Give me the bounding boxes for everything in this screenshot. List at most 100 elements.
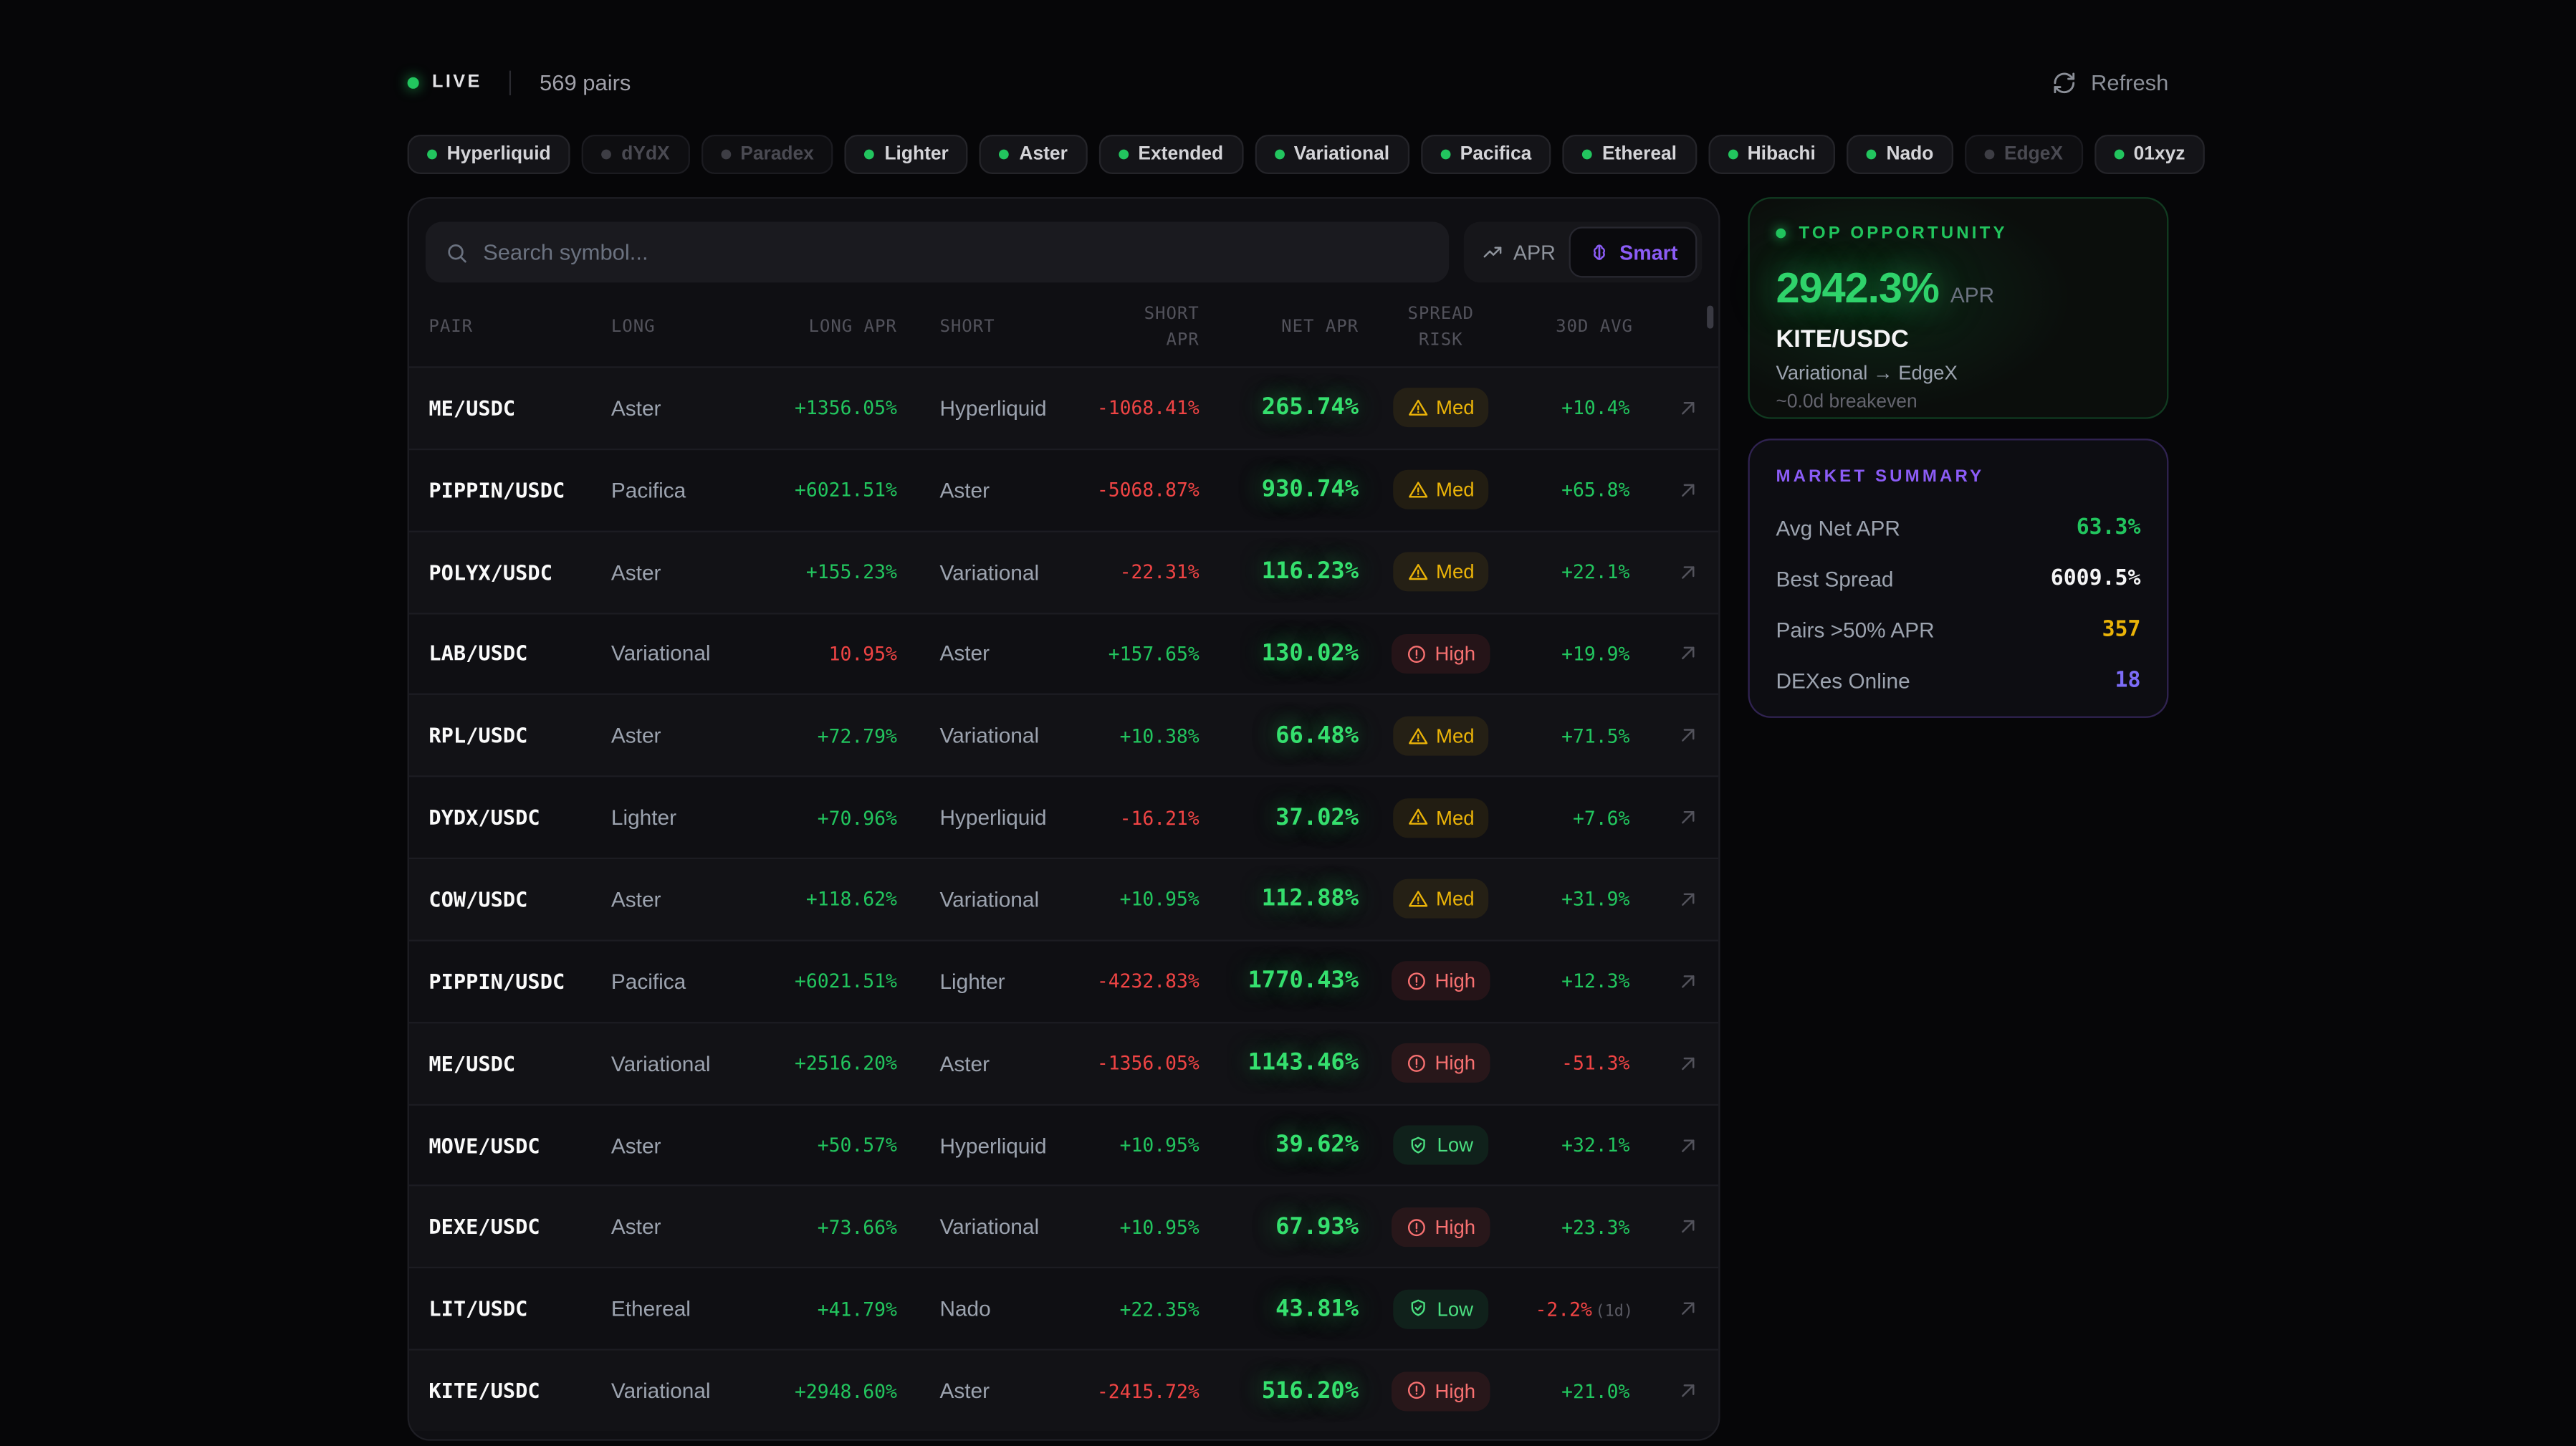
table-row[interactable]: LIT/USDC Ethereal +41.79% Nado +22.35% 4… [408, 1267, 1719, 1349]
risk-badge: Med [1392, 388, 1490, 428]
open-pair-link[interactable] [1677, 1380, 1699, 1402]
open-pair-link[interactable] [1677, 807, 1699, 828]
open-pair-link[interactable] [1677, 1053, 1699, 1074]
table-row[interactable]: COW/USDC Aster +118.62% Variational +10.… [408, 857, 1719, 939]
dex-filter-chip[interactable]: Pacifica [1420, 135, 1551, 175]
table-row[interactable]: LAB/USDC Variational 10.95% Aster +157.6… [408, 612, 1719, 694]
table-row[interactable]: ME/USDC Variational +2516.20% Aster -135… [408, 1021, 1719, 1103]
dex-status-dot-icon [601, 149, 612, 160]
risk-badge: Med [1392, 798, 1490, 838]
dex-filter-chip[interactable]: Nado [1847, 135, 1953, 175]
long-apr-cell: +2516.20% [794, 1051, 897, 1075]
avg-30d-cell: +21.0% [1561, 1379, 1630, 1402]
open-pair-link[interactable] [1677, 1298, 1699, 1320]
long-dex-cell: Aster [611, 887, 661, 912]
table-row[interactable]: POLYX/USDC Aster +155.23% Variational -2… [408, 530, 1719, 612]
open-pair-link[interactable] [1677, 971, 1699, 992]
net-apr-cell: 1143.46% [1248, 1050, 1359, 1077]
long-dex-cell: Variational [611, 1378, 711, 1404]
top-opportunity-apr-suffix: APR [1950, 282, 1995, 307]
risk-label: Low [1437, 1134, 1474, 1157]
alert-circle-icon [1406, 1381, 1427, 1402]
summary-label: DEXes Online [1776, 667, 1910, 693]
dex-filter-chip[interactable]: Aster [980, 135, 1088, 175]
pairs-table-card: APR Smart PAIR LONG LONG APR SHORT SHORT… [407, 197, 1720, 1441]
table-row[interactable]: PIPPIN/USDC Pacifica +6021.51% Lighter -… [408, 939, 1719, 1021]
arrow-up-right-icon [1677, 725, 1699, 747]
long-dex-cell: Lighter [611, 805, 677, 830]
avg-30d-cell: +32.1% [1561, 1134, 1630, 1157]
open-pair-link[interactable] [1677, 725, 1699, 747]
risk-label: Med [1436, 396, 1475, 420]
search-box[interactable] [425, 221, 1450, 283]
short-dex-cell: Variational [939, 559, 1040, 585]
arrow-up-right-icon [1677, 1053, 1699, 1074]
avg-30d-cell: +10.4% [1561, 396, 1630, 420]
mode-smart-button[interactable]: Smart [1569, 226, 1698, 278]
dex-filter-chip[interactable]: Hibachi [1708, 135, 1836, 175]
short-apr-cell: -2415.72% [1096, 1379, 1200, 1402]
pair-cell: LIT/USDC [428, 1296, 528, 1321]
alert-circle-icon [1406, 971, 1427, 992]
top-opportunity-apr: 2942.3% [1776, 262, 1939, 312]
long-dex-cell: Aster [611, 559, 661, 585]
dex-filter-label: Variational [1293, 144, 1390, 165]
arrow-up-right-icon [1677, 889, 1699, 910]
arrow-up-right-icon [1677, 561, 1699, 583]
short-apr-cell: +10.95% [1119, 1215, 1200, 1239]
open-pair-link[interactable] [1677, 643, 1699, 664]
top-opportunity-pair: KITE/USDC [1776, 325, 1909, 353]
long-dex-cell: Variational [611, 641, 711, 666]
shield-check-icon [1408, 1135, 1429, 1156]
net-apr-cell: 930.74% [1261, 477, 1359, 504]
dex-filter-chip[interactable]: Hyperliquid [407, 135, 571, 175]
table-row[interactable]: DYDX/USDC Lighter +70.96% Hyperliquid -1… [408, 775, 1719, 858]
summary-row: Pairs >50% APR 357 [1776, 614, 2140, 643]
pair-cell: DEXE/USDC [428, 1215, 540, 1240]
dex-filter-chip[interactable]: 01xyz [2094, 135, 2205, 175]
table-row[interactable]: KITE/USDC Variational +2948.60% Aster -2… [408, 1349, 1719, 1431]
risk-label: High [1435, 969, 1476, 993]
short-apr-cell: +10.95% [1119, 888, 1200, 911]
dex-filter-chip[interactable]: Ethereal [1562, 135, 1697, 175]
long-dex-cell: Aster [611, 396, 661, 421]
open-pair-link[interactable] [1677, 1134, 1699, 1156]
arrow-up-right-icon [1677, 807, 1699, 828]
table-row[interactable]: RPL/USDC Aster +72.79% Variational +10.3… [408, 694, 1719, 775]
open-pair-link[interactable] [1677, 398, 1699, 419]
dex-filter-chip[interactable]: dYdX [582, 135, 690, 175]
open-pair-link[interactable] [1677, 479, 1699, 501]
opportunity-status-dot-icon [1776, 228, 1786, 239]
dex-filter-chip[interactable]: Paradex [701, 135, 834, 175]
dex-filter-chip[interactable]: EdgeX [1964, 135, 2083, 175]
dex-filter-chip[interactable]: Lighter [845, 135, 969, 175]
arrow-up-right-icon [1677, 1380, 1699, 1402]
avg-30d-cell: +12.3% [1561, 969, 1630, 993]
column-header-short-apr: SHORT APR [1144, 304, 1200, 350]
arrow-up-right-icon [1677, 1134, 1699, 1156]
open-pair-link[interactable] [1677, 1216, 1699, 1237]
refresh-button[interactable]: Refresh [2051, 70, 2168, 95]
risk-badge: High [1391, 1371, 1490, 1411]
dex-filter-chip[interactable]: Extended [1098, 135, 1243, 175]
risk-badge: Low [1393, 1289, 1488, 1329]
table-row[interactable]: ME/USDC Aster +1356.05% Hyperliquid -106… [408, 366, 1719, 448]
arrow-up-right-icon [1677, 643, 1699, 664]
short-apr-cell: -5068.87% [1096, 478, 1200, 502]
table-row[interactable]: MOVE/USDC Aster +50.57% Hyperliquid +10.… [408, 1103, 1719, 1185]
dex-status-dot-icon [720, 149, 731, 160]
short-dex-cell: Aster [939, 1050, 990, 1076]
dex-filter-chip[interactable]: Variational [1254, 135, 1409, 175]
table-scrollbar-thumb[interactable] [1707, 305, 1714, 329]
alert-circle-icon [1406, 1053, 1427, 1073]
open-pair-link[interactable] [1677, 561, 1699, 583]
open-pair-link[interactable] [1677, 889, 1699, 910]
mode-apr-button[interactable]: APR [1469, 226, 1569, 277]
arrow-up-right-icon [1677, 398, 1699, 419]
dex-status-dot-icon [2114, 149, 2124, 160]
net-apr-cell: 67.93% [1275, 1214, 1359, 1240]
table-row[interactable]: PIPPIN/USDC Pacifica +6021.51% Aster -50… [408, 448, 1719, 530]
search-input[interactable] [483, 239, 1430, 265]
table-row[interactable]: DEXE/USDC Aster +73.66% Variational +10.… [408, 1185, 1719, 1267]
summary-value: 357 [2102, 616, 2141, 642]
